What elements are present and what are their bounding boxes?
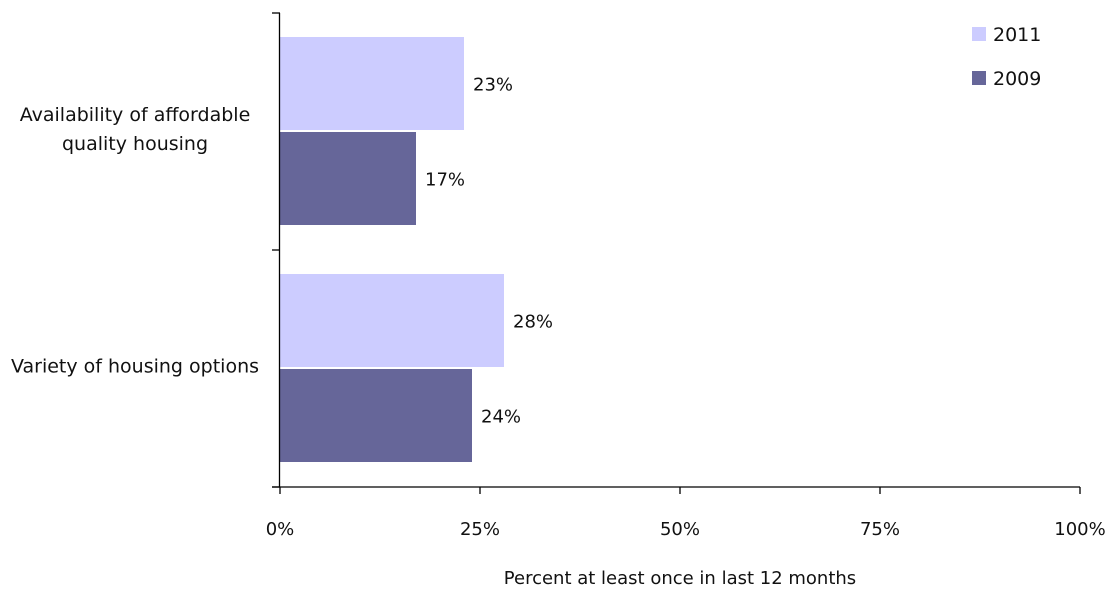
x-tick-label-0: 0% — [266, 519, 295, 540]
data-label-2009-2: 24% — [481, 407, 521, 428]
bar-2011-2 — [280, 274, 504, 367]
x-tick-label-3: 75% — [860, 519, 900, 540]
x-tick-label-1: 25% — [460, 519, 500, 540]
legend-swatch-2009 — [972, 71, 986, 85]
bar-2009-2 — [280, 369, 472, 462]
x-axis-title: Percent at least once in last 12 months — [504, 568, 856, 589]
legend-label-2009: 2009 — [993, 68, 1041, 90]
data-label-2011-1: 23% — [473, 75, 513, 96]
legend-swatch-2011 — [972, 27, 986, 41]
labels-group: 23% 17% Availability of affordable quality … — [11, 75, 1106, 541]
legend-label-2011: 2011 — [993, 24, 1041, 46]
legend: 2011 2009 — [972, 24, 1041, 90]
x-tick-label-4: 100% — [1054, 519, 1105, 540]
bars-group — [280, 37, 504, 462]
data-label-2009-1: 17% — [425, 170, 465, 191]
category-label-1: Availability of affordable quality housin… — [20, 104, 251, 155]
axes-group — [272, 12, 1081, 494]
bar-2011-1 — [280, 37, 464, 130]
x-tick-label-2: 50% — [660, 519, 700, 540]
data-label-2011-2: 28% — [513, 312, 553, 333]
category-label-2: Variety of housing options — [11, 356, 259, 378]
bar-2009-1 — [280, 132, 416, 225]
